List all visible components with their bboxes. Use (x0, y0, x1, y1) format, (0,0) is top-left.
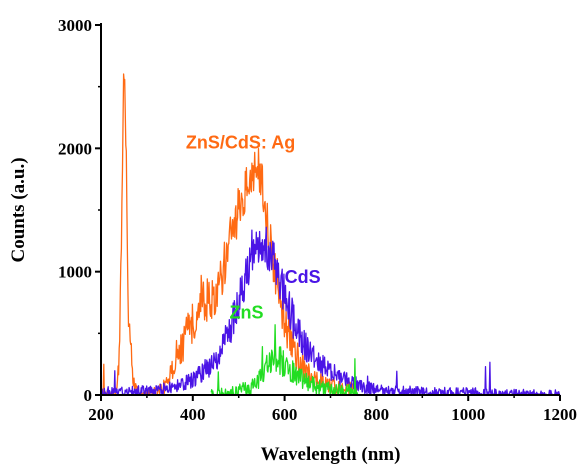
x-tick-label: 600 (272, 405, 298, 424)
x-tick-label: 1200 (543, 405, 577, 424)
y-tick-label: 3000 (58, 16, 92, 35)
series-layer (100, 73, 561, 396)
y-axis-title: Counts (a.u.) (8, 157, 29, 262)
x-axis-title: Wavelength (nm) (261, 444, 401, 465)
series-label-zns-cds-ag: ZnS/CdS: Ag (186, 132, 295, 152)
series-line-zns-cds-ag (100, 73, 359, 396)
series-label-cds: CdS (285, 267, 321, 287)
series-annotations: ZnS/CdS: Ag CdS ZnS (186, 132, 321, 322)
x-tick-label: 200 (88, 405, 114, 424)
tick-labels: 200 400 600 800 1000 1200 0 1000 2000 3000 (58, 16, 577, 424)
y-tick-label: 2000 (58, 139, 92, 158)
x-tick-label: 400 (180, 405, 206, 424)
series-line-cds (100, 226, 561, 396)
series-line-zns (210, 324, 359, 396)
axes (95, 23, 561, 401)
series-label-zns: ZnS (230, 303, 264, 323)
y-tick-label: 0 (84, 386, 93, 405)
x-tick-label: 800 (364, 405, 390, 424)
y-tick-label: 1000 (58, 263, 92, 282)
x-tick-label: 1000 (451, 405, 485, 424)
